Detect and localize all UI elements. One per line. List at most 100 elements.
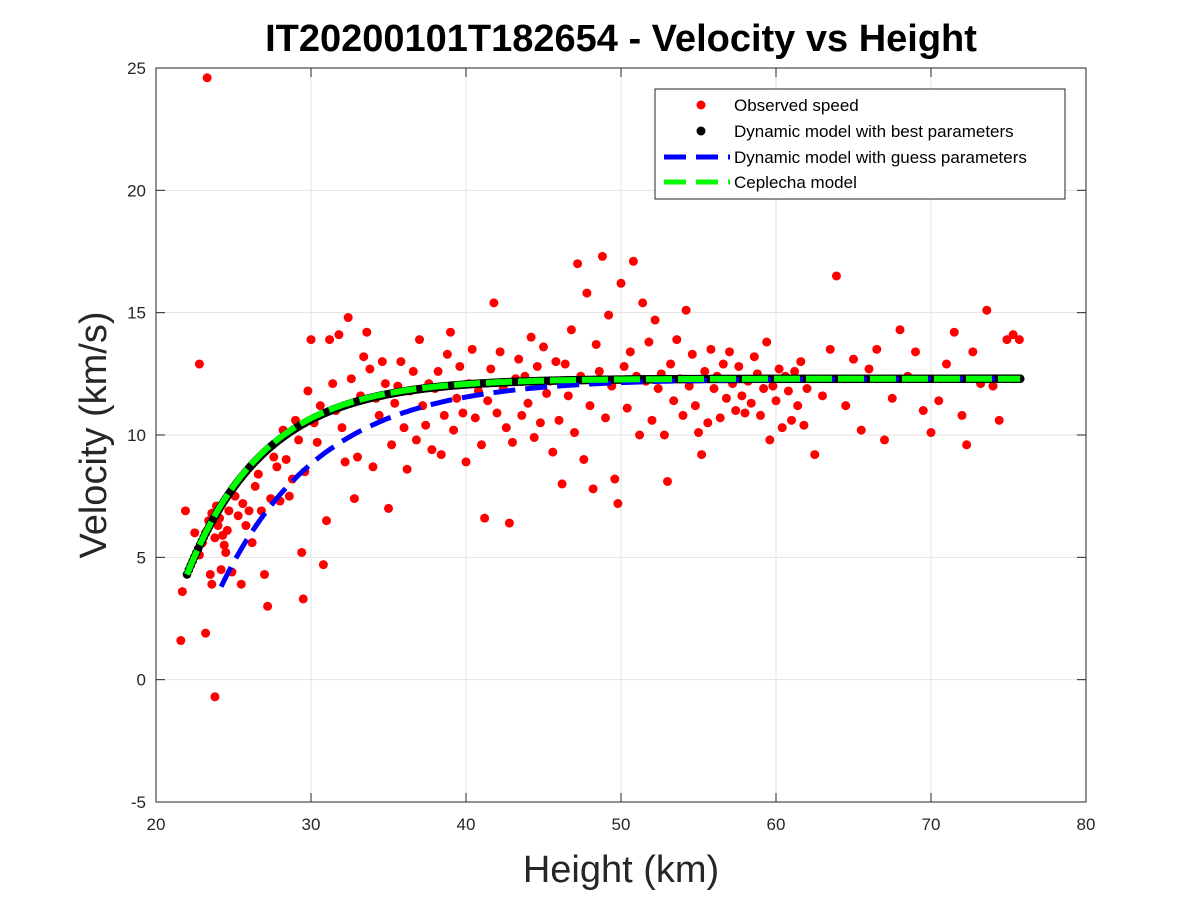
- legend-label-observed: Observed speed: [734, 96, 859, 115]
- observed-speed-point: [799, 420, 809, 430]
- observed-speed-point: [427, 445, 437, 455]
- observed-speed-point: [346, 374, 356, 384]
- observed-speed-point: [825, 344, 835, 354]
- observed-speed-point: [831, 271, 841, 281]
- observed-speed-point: [384, 503, 393, 513]
- observed-speed-point: [982, 305, 992, 315]
- observed-speed-point: [715, 413, 725, 423]
- observed-speed-point: [810, 450, 820, 460]
- observed-speed-point: [177, 587, 187, 597]
- observed-speed-point: [176, 636, 186, 646]
- observed-speed-point: [359, 352, 369, 362]
- legend-marker-observed: [696, 100, 706, 110]
- observed-speed-point: [647, 415, 657, 425]
- observed-speed-point: [210, 692, 220, 702]
- observed-speed-point: [734, 361, 744, 371]
- observed-speed-point: [442, 349, 452, 359]
- observed-speed-point: [272, 462, 282, 472]
- observed-speed-point: [653, 384, 663, 394]
- observed-speed-point: [585, 401, 595, 411]
- observed-speed-point: [542, 388, 552, 398]
- observed-speed-point: [504, 518, 514, 528]
- observed-speed-point: [523, 398, 533, 408]
- observed-speed-point: [253, 469, 263, 479]
- observed-speed-point: [582, 288, 592, 298]
- observed-speed-point: [934, 396, 944, 406]
- observed-speed-point: [579, 454, 589, 464]
- observed-speed-point: [749, 352, 759, 362]
- observed-speed-point: [818, 391, 827, 401]
- observed-speed-point: [573, 259, 583, 269]
- observed-speed-point: [669, 396, 679, 406]
- observed-speed-point: [461, 457, 471, 467]
- x-tick-label: 20: [147, 815, 166, 834]
- y-tick-label: 0: [137, 671, 146, 690]
- observed-speed-point: [911, 347, 920, 357]
- observed-speed-point: [539, 342, 548, 352]
- observed-speed-point: [737, 391, 747, 401]
- observed-speed-point: [887, 393, 897, 403]
- observed-speed-point: [365, 364, 375, 374]
- observed-speed-point: [495, 347, 505, 357]
- observed-speed-point: [483, 396, 493, 406]
- observed-speed-point: [988, 381, 998, 391]
- observed-speed-point: [872, 344, 882, 354]
- observed-speed-point: [557, 479, 567, 489]
- observed-speed-point: [1014, 335, 1024, 345]
- observed-speed-point: [517, 410, 527, 420]
- observed-speed-point: [470, 413, 480, 423]
- observed-speed-point: [597, 251, 607, 261]
- observed-speed-point: [202, 73, 212, 83]
- observed-speed-point: [349, 494, 359, 504]
- observed-speed-point: [968, 347, 978, 357]
- y-tick-label: 20: [127, 181, 146, 200]
- observed-speed-point: [635, 430, 645, 440]
- observed-speed-point: [856, 425, 866, 435]
- observed-speed-point: [746, 398, 756, 408]
- observed-speed-point: [777, 423, 787, 433]
- observed-speed-point: [238, 499, 248, 509]
- observed-speed-point: [718, 359, 728, 369]
- observed-speed-point: [687, 349, 697, 359]
- y-tick-label: -5: [131, 793, 146, 812]
- observed-speed-point: [402, 464, 412, 474]
- observed-speed-point: [250, 481, 260, 491]
- observed-speed-point: [548, 447, 558, 457]
- observed-speed-point: [678, 410, 688, 420]
- observed-speed-point: [802, 384, 812, 394]
- y-tick-label: 25: [127, 59, 146, 78]
- observed-speed-point: [380, 379, 390, 389]
- observed-speed-point: [322, 516, 331, 526]
- observed-speed-point: [514, 354, 524, 364]
- observed-speed-point: [374, 410, 384, 420]
- ceplecha-model-line: [184, 375, 1021, 576]
- observed-speed-point: [244, 506, 254, 516]
- observed-speed-point: [205, 569, 215, 579]
- observed-speed-point: [880, 435, 889, 445]
- observed-speed-point: [1002, 335, 1012, 345]
- data-layer: [176, 73, 1025, 702]
- observed-speed-point: [467, 344, 477, 354]
- observed-speed-point: [756, 410, 765, 420]
- observed-speed-point: [942, 359, 951, 369]
- observed-speed-point: [709, 384, 719, 394]
- observed-speed-point: [224, 506, 234, 516]
- observed-speed-point: [864, 364, 874, 374]
- observed-speed-point: [325, 335, 335, 345]
- observed-speed-point: [408, 366, 418, 376]
- observed-speed-point: [436, 450, 446, 460]
- observed-speed-point: [294, 435, 304, 445]
- observed-speed-point: [297, 547, 307, 557]
- observed-speed-point: [610, 474, 620, 484]
- observed-speed-point: [762, 337, 772, 347]
- observed-speed-point: [663, 476, 672, 486]
- observed-speed-point: [284, 491, 294, 501]
- observed-speed-point: [604, 310, 614, 320]
- observed-speed-point: [725, 347, 734, 357]
- observed-speed-point: [201, 628, 211, 638]
- y-tick-label: 15: [127, 304, 146, 323]
- observed-speed-point: [263, 601, 273, 611]
- observed-speed-point: [616, 278, 626, 288]
- y-tick-label: 10: [127, 426, 146, 445]
- observed-speed-point: [281, 454, 291, 464]
